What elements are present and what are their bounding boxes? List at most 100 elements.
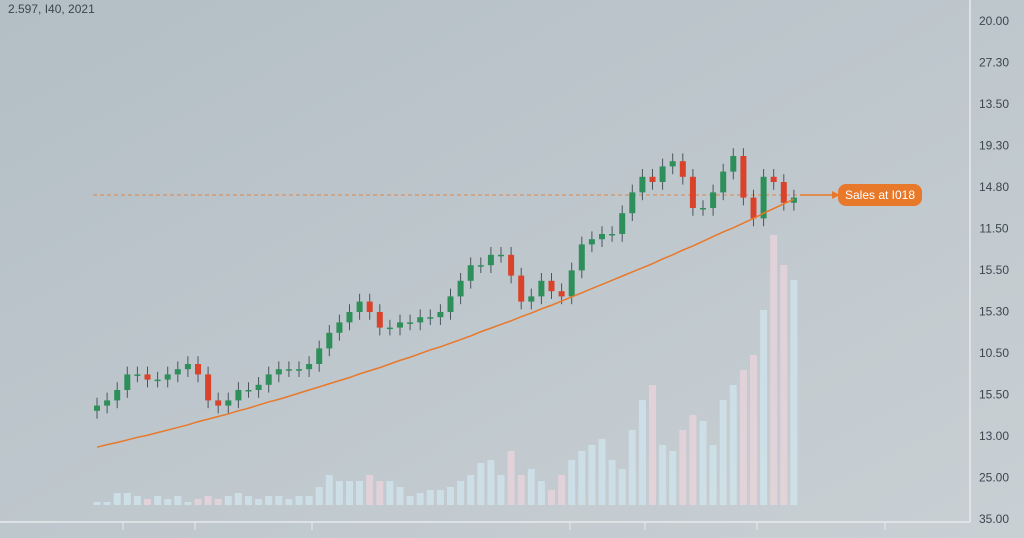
volume-bar [366,475,374,505]
y-axis-label: 14.80 [979,180,1009,194]
candle-body [356,301,363,312]
y-axis-label: 13.00 [979,429,1009,443]
candle-body [730,156,737,172]
candle-body [195,364,201,375]
candle-body [144,374,151,380]
volume-bar [699,421,707,505]
candle-body [285,369,292,371]
y-axis-label: 11.50 [979,222,1008,236]
candle-body [457,280,464,297]
annotation-text: Sales at I018 [845,188,915,202]
candle-body [518,275,525,302]
candle-body [306,364,313,370]
candle-body [124,374,131,390]
candle-body [770,176,777,182]
candle-body [669,161,676,167]
volume-bar [285,499,293,505]
candle-body [649,176,656,182]
axis-layer: 20.00 27.30 13.50 19.30 14.80 11.50 15.50 15.30… [979,14,1009,526]
candle-body [154,379,161,382]
volume-bar [406,496,414,505]
price-layer: Sales at I018 [93,148,922,448]
volume-bar [548,490,555,505]
candle-body [710,192,717,208]
volume-bar [578,451,586,505]
candle-body [184,364,191,370]
candle-body [94,405,100,411]
volume-bar [93,502,101,505]
volume-bar [457,481,465,505]
candle-body [296,369,302,371]
volume-bar [588,445,596,505]
volume-bar [376,481,384,505]
candle-body [780,182,787,203]
volume-bar [537,481,545,505]
candle-body [528,296,535,302]
volume-bar [275,496,283,505]
candle-body [659,166,666,182]
y-axis-label: 19.30 [979,139,1009,153]
candle-body [578,244,585,271]
volume-bar [618,469,626,505]
volume-bar [103,502,111,505]
candle-body [609,234,616,236]
volume-bar [356,481,364,505]
volume-bar [679,430,687,505]
y-axis-label: 15.30 [979,305,1009,319]
candle-body [679,161,686,177]
candle-body [538,280,545,297]
y-axis-label: 25.00 [979,471,1009,485]
candle-body [265,374,272,385]
candle-body [437,312,444,318]
volume-bar [760,310,768,505]
volume-bar [315,487,323,505]
y-axis-label: 27.30 [979,56,1009,70]
volume-bar [628,430,636,505]
volume-bar [719,400,727,505]
volume-bar [750,355,757,505]
chart-title: 2.597, I40, 2021 [8,2,95,16]
volume-bar [335,481,343,505]
candle-body [619,213,626,234]
candle-body [750,197,757,219]
volume-bar [113,493,121,505]
volume-bar [467,475,475,505]
candle-body [477,265,484,267]
volume-bar [729,385,737,505]
volume-bar [487,460,495,505]
volume-bar [497,475,505,505]
volume-bar [649,385,656,505]
candle-body [215,400,222,406]
candle-body [235,390,242,401]
volume-bar [568,460,576,505]
trend-line [96,198,795,448]
volume-bar [295,496,303,505]
volume-bar [608,460,616,505]
candle-body [740,156,747,198]
candle-body [720,171,727,193]
volume-bar [780,265,788,505]
volume-bar [255,499,263,505]
candle-body [760,176,767,219]
candle-body [790,197,797,203]
volume-bar [659,445,667,505]
candle-body [174,369,181,375]
candle-body [487,254,494,266]
volume-bar [144,499,151,505]
volume-bar [739,370,747,505]
candle-body [558,291,565,297]
volume-bar [214,499,222,505]
candle-body [134,374,141,376]
volume-bar [598,439,606,505]
volume-bar [174,496,182,505]
candle-body [427,317,434,319]
candle-body [104,400,111,406]
candle-body [255,384,262,390]
candle-body [467,265,474,281]
volume-bar [245,496,252,505]
candle-body [245,390,252,392]
volume-bar [669,451,677,505]
candle-body [498,254,504,257]
candle-body [376,312,383,328]
